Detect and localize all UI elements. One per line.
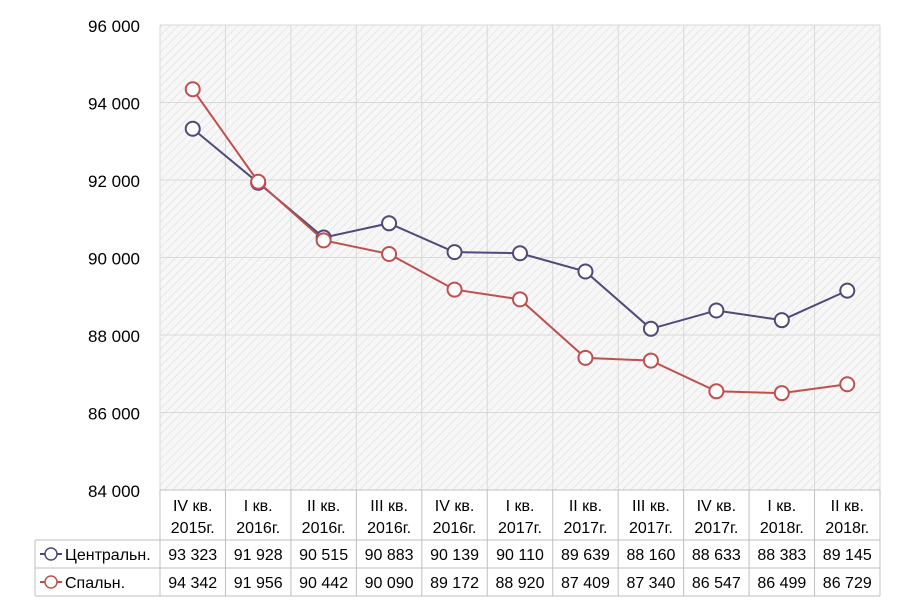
table-cell-value: 89 172 [430,575,479,592]
x-category-label: I кв. [767,498,796,515]
table-cell-value: 90 090 [365,575,414,592]
table-cell-value: 90 442 [299,575,348,592]
series-2 [184,81,856,402]
table-cell-value: 86 499 [757,575,806,592]
table-cell-value: 86 547 [692,575,741,592]
data-table: IV кв. 2015г. I кв. 2016г. II кв. 2016г. III к… [34,489,881,597]
data-point [381,215,398,232]
x-category-label: 2016г. [433,520,477,537]
data-point [577,263,594,280]
data-point [773,385,790,402]
x-category-label: II кв. [569,498,602,515]
x-category-label: III кв. [632,498,670,515]
x-category-label: 2015г. [171,520,215,537]
data-point [250,173,267,190]
data-point [446,281,463,298]
data-point [839,376,856,393]
y-tick-label: 88 000 [88,327,140,346]
data-point [512,245,528,262]
y-axis-tick-labels: 84 000 86 000 88 000 90 000 92 000 94 000 96 0… [88,17,140,501]
y-tick-label: 94 000 [88,95,140,114]
table-cell-value: 93 323 [168,547,217,564]
data-point [512,291,528,308]
y-tick-label: 92 000 [88,172,140,191]
legend-label: Спальн. [65,575,125,592]
x-category-label: I кв. [244,498,273,515]
data-point [773,312,790,329]
x-category-label: IV кв. [435,498,475,515]
legend-label: Центральн. [65,547,151,564]
data-point [381,246,398,263]
data-point [642,352,659,369]
table-cell-value: 86 729 [823,575,872,592]
x-category-label: II кв. [831,498,864,515]
data-point [315,232,332,249]
table-cell-value: 90 139 [430,547,479,564]
table-cell-value: 88 920 [496,575,545,592]
data-point [839,282,856,299]
series-lines [184,81,856,402]
gridlines [159,24,881,491]
x-category-label: I кв. [506,498,535,515]
x-category-label: 2017г. [629,520,673,537]
x-category-label: 2016г. [302,520,346,537]
data-point [184,120,201,137]
data-point [577,349,594,366]
data-point [708,383,725,400]
table-cell-value: 89 145 [823,547,872,564]
legend-marker [44,575,58,589]
x-category-label: IV кв. [697,498,737,515]
table-cell-value: 87 409 [561,575,610,592]
data-point [446,244,463,261]
x-category-label: 2017г. [694,520,738,537]
x-category-label: 2017г. [498,520,542,537]
x-category-label: III кв. [370,498,408,515]
table-cell-value: 89 639 [561,547,610,564]
x-category-label: 2018г. [760,520,804,537]
x-category-label: II кв. [307,498,340,515]
x-category-label: IV кв. [173,498,213,515]
x-category-label: 2017г. [563,520,607,537]
table-cell-value: 88 160 [626,547,675,564]
table-cell-value: 90 883 [365,547,414,564]
y-tick-label: 96 000 [88,17,140,36]
y-tick-label: 84 000 [88,482,140,501]
data-point [708,302,725,319]
table-cell-value: 87 340 [626,575,675,592]
table-cell-value: 90 515 [299,547,348,564]
data-point [642,320,659,337]
x-category-label: 2018г. [825,520,869,537]
table-cell-value: 90 110 [496,547,544,564]
legend-marker [44,547,58,561]
table-cell-value: 91 928 [234,547,283,564]
x-category-label: 2016г. [236,520,280,537]
table-cell-value: 91 956 [234,575,283,592]
table-cell-value: 94 342 [168,575,217,592]
y-tick-label: 90 000 [88,250,140,269]
table-cell-value: 88 383 [757,547,806,564]
data-point [184,81,201,98]
y-tick-label: 86 000 [88,405,140,424]
table-cell-value: 88 633 [692,547,741,564]
x-category-label: 2016г. [367,520,411,537]
